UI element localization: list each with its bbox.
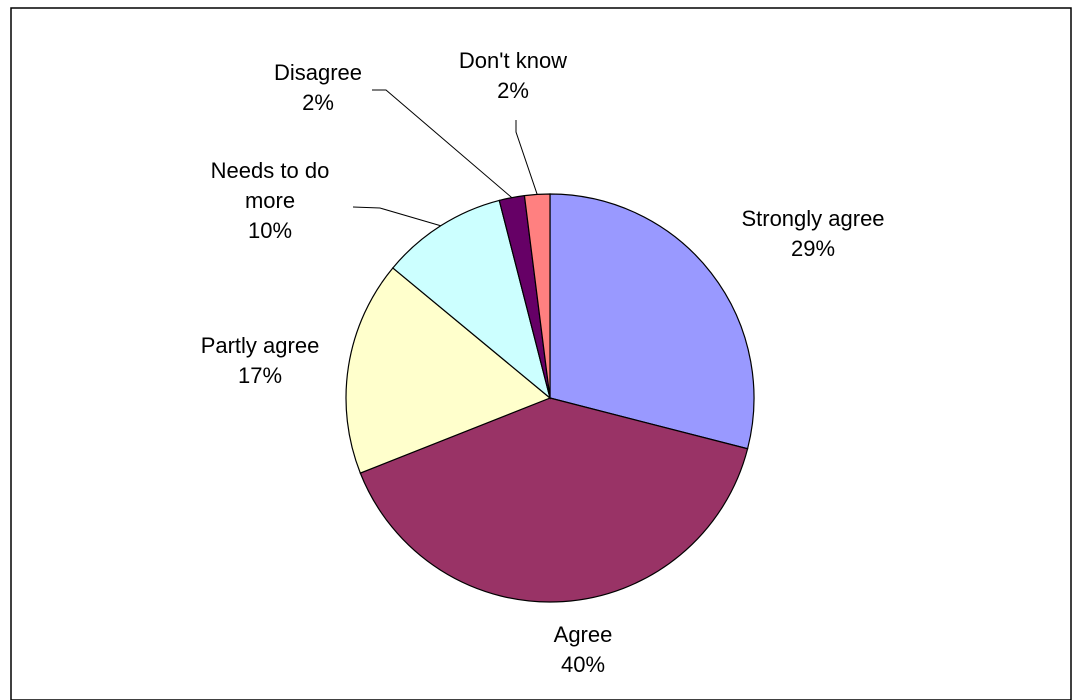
slice-category-label: Needs to do (211, 158, 330, 183)
pie-slice-agree (359, 397, 749, 603)
slice-category-label: Strongly agree (741, 206, 884, 231)
slice-labels: Strongly agree 29% Agree 40% Partly agree 17%… (201, 48, 885, 677)
pie-slices (345, 193, 755, 603)
slice-label-don-t-know: Don't know 2% (459, 48, 567, 103)
pie-slice-don-t-know (523, 193, 551, 399)
slice-value-label: 10% (248, 218, 292, 243)
slice-value-label: 40% (561, 652, 605, 677)
slice-category-label: more (245, 188, 295, 213)
slice-label-partly-agree: Partly agree 17% (201, 333, 320, 388)
slice-category-label: Disagree (274, 60, 362, 85)
pie-slice-strongly-agree (549, 193, 755, 450)
slice-value-label: 17% (238, 363, 282, 388)
leader-line-needs-to-do-more (352, 206, 441, 227)
slice-label-disagree: Disagree 2% (274, 60, 362, 115)
slice-label-needs-to-do-more: Needs to do more 10% (211, 158, 330, 243)
slice-label-agree: Agree 40% (554, 622, 613, 677)
slice-category-label: Partly agree (201, 333, 320, 358)
slice-category-label: Agree (554, 622, 613, 647)
slice-value-label: 29% (791, 236, 835, 261)
slice-value-label: 2% (302, 90, 334, 115)
pie-slice-needs-to-do-more (391, 199, 552, 400)
leader-lines (352, 89, 538, 227)
slice-value-label: 2% (497, 78, 529, 103)
leader-line-don-t-know (515, 120, 538, 195)
pie-slice-partly-agree (345, 267, 552, 474)
leader-line-disagree (372, 89, 513, 198)
slice-category-label: Don't know (459, 48, 567, 73)
slice-label-strongly-agree: Strongly agree 29% (741, 206, 884, 261)
